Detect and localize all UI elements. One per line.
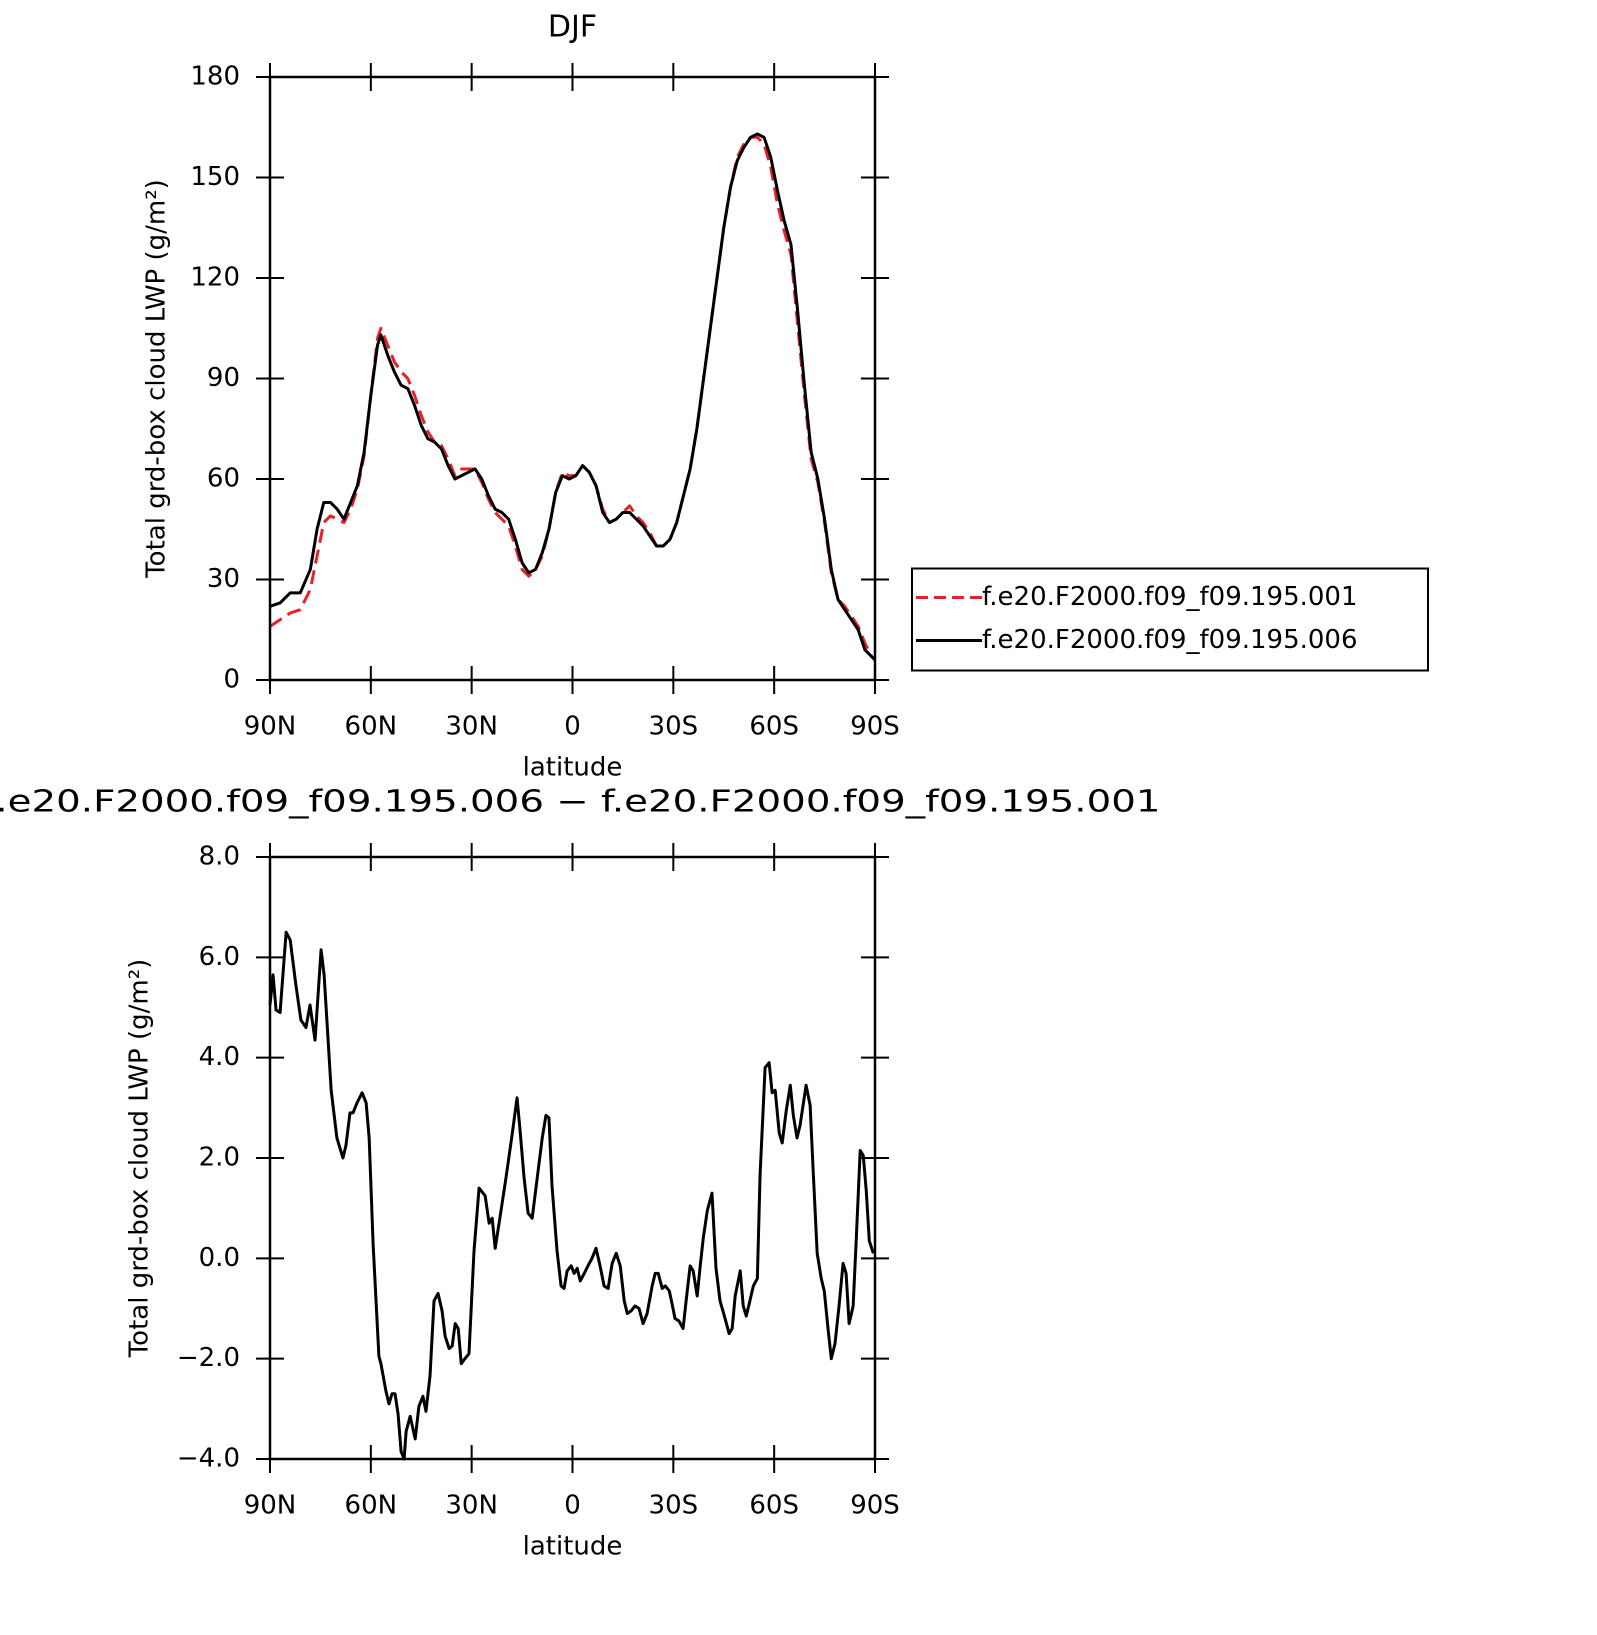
x-tick-label: 90N: [244, 1491, 297, 1521]
data-line: [269, 135, 877, 661]
y-tick-label: 2.0: [199, 1143, 240, 1173]
y-tick-label: 0: [223, 665, 240, 695]
x-tick-label: 90S: [850, 712, 900, 742]
legend-box: [911, 567, 1429, 672]
y-axis-label: Total grd-box cloud LWP (g/m²): [125, 959, 155, 1359]
data-line: [268, 930, 875, 1461]
x-tick-label: 60S: [749, 712, 799, 742]
y-tick-label: 120: [190, 263, 240, 293]
y-axis-label: Total grd-box cloud LWP (g/m²): [142, 179, 172, 579]
y-tick-label: 4.0: [199, 1042, 240, 1072]
y-tick-label: 8.0: [199, 842, 240, 872]
chart-title: DJF: [548, 10, 597, 45]
y-tick-label: 6.0: [199, 942, 240, 972]
y-tick-label: 60: [207, 464, 240, 494]
x-tick-label: 60S: [749, 1491, 799, 1521]
x-tick-label: 30S: [649, 1491, 699, 1521]
x-tick-label: 30S: [649, 712, 699, 742]
plot-frame: [268, 855, 877, 1461]
legend-label: f.e20.F2000.f09_f09.195.006: [982, 625, 1358, 655]
chart-title: f.e20.F2000.f09_f09.195.006 − f.e20.F200…: [0, 785, 1161, 820]
x-axis-label: latitude: [523, 1532, 623, 1562]
legend: f.e20.F2000.f09_f09.195.001 f.e20.F2000.f…: [911, 567, 1429, 672]
legend-label: f.e20.F2000.f09_f09.195.001: [982, 582, 1358, 612]
y-tick-label: −4.0: [177, 1444, 240, 1474]
y-tick-label: 90: [207, 363, 240, 393]
x-tick-label: 30N: [445, 712, 498, 742]
y-tick-label: 30: [207, 564, 240, 594]
y-tick-label: 150: [190, 162, 240, 192]
x-tick-label: 90S: [850, 1491, 900, 1521]
y-tick-label: −2.0: [177, 1343, 240, 1373]
y-tick-label: 0.0: [199, 1243, 240, 1273]
x-tick-label: 60N: [345, 1491, 398, 1521]
data-line: [269, 132, 877, 661]
x-tick-label: 90N: [244, 712, 297, 742]
x-tick-label: 60N: [345, 712, 398, 742]
x-axis-label: latitude: [523, 753, 623, 783]
x-tick-label: 0: [564, 712, 581, 742]
y-tick-label: 180: [190, 62, 240, 92]
x-tick-label: 0: [564, 1491, 581, 1521]
x-tick-label: 30N: [445, 1491, 498, 1521]
plot-frame: [268, 75, 877, 682]
